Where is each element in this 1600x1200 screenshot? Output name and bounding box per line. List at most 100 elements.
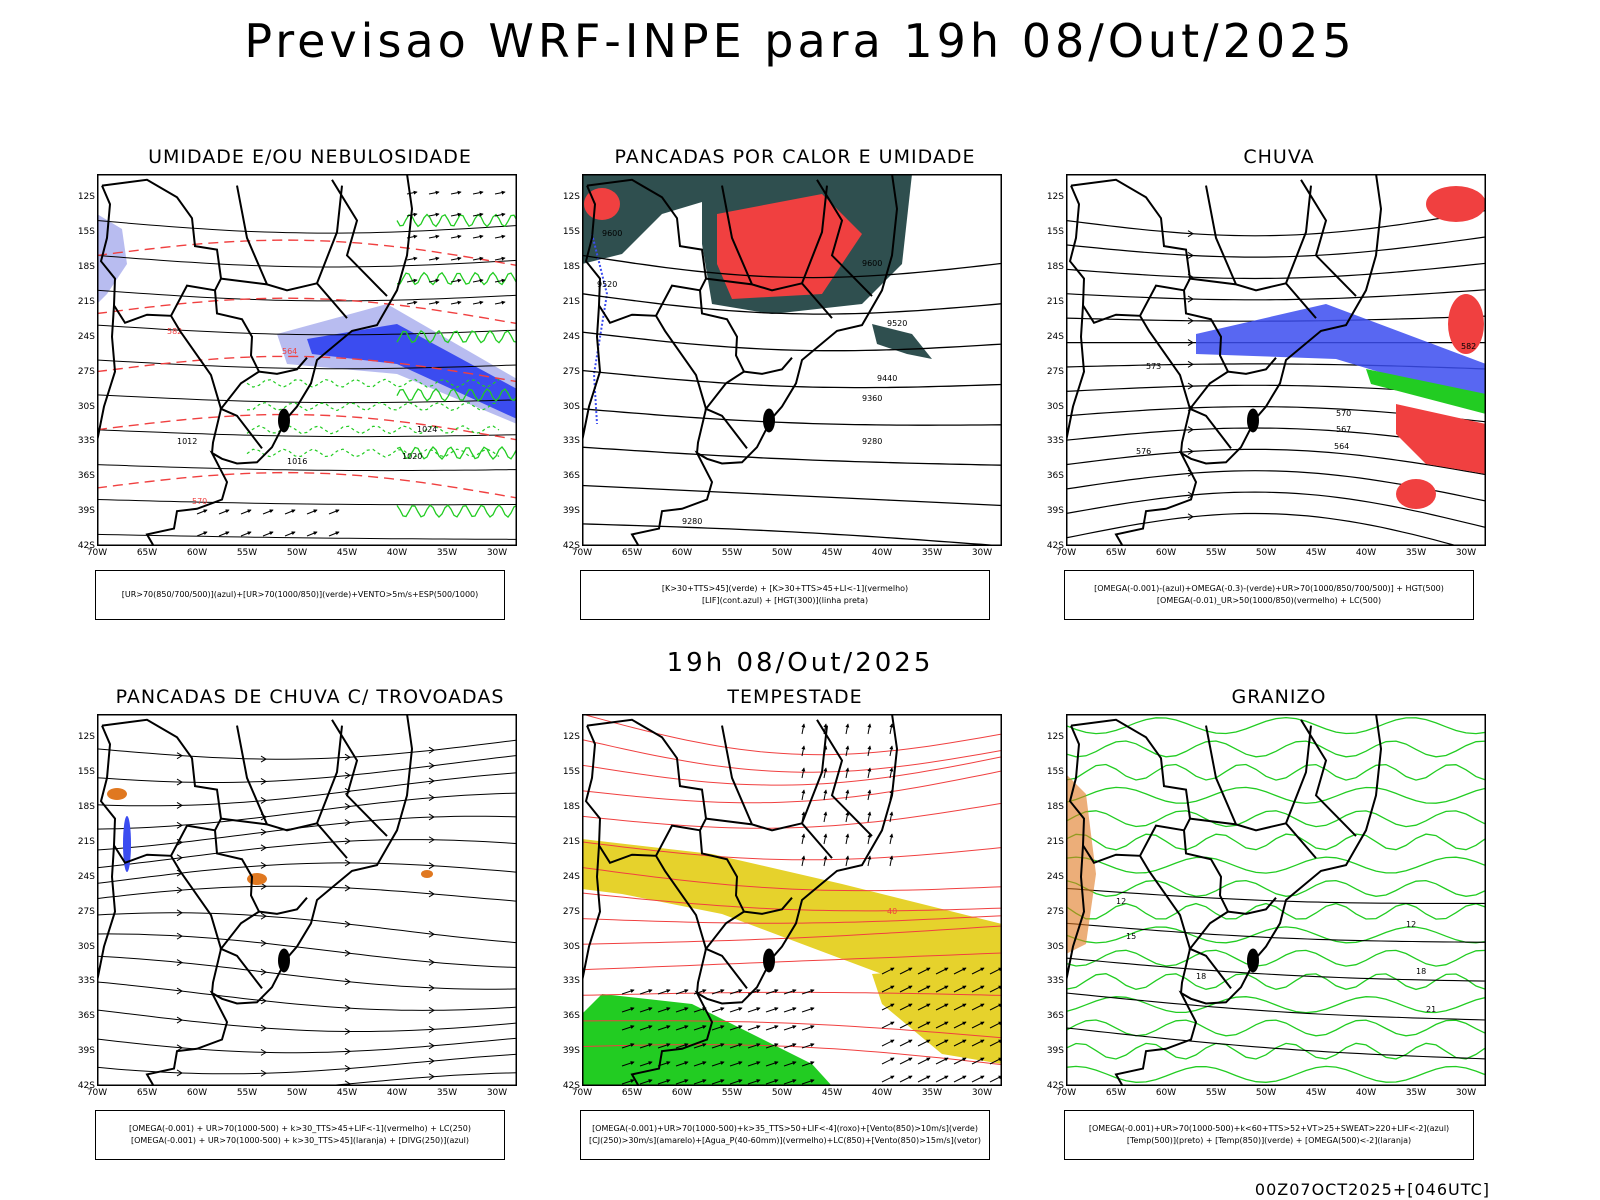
- contour-label: 15: [1126, 932, 1136, 941]
- lat-tick-label: 39S: [1046, 506, 1064, 517]
- wind-vector: [494, 234, 506, 239]
- wind-vector: [971, 1039, 985, 1047]
- lon-tick-label: 35W: [436, 1088, 458, 1098]
- wind-vector: [306, 509, 318, 515]
- lat-tick-label: 21S: [1046, 296, 1064, 307]
- country-border: [101, 718, 263, 990]
- wind-vector: [428, 256, 440, 261]
- lat-tick-label: 18S: [77, 262, 95, 272]
- panel-pancadas-calor: PANCADAS POR CALOR E UMIDADE 12S 15S 18S 21S…: [560, 146, 1030, 626]
- east-coastline: [630, 174, 899, 546]
- map-border: [1066, 174, 1486, 546]
- streamline-arrow: [428, 746, 435, 754]
- latitude-axis: 12S 15S 18S 21S 24S 27S 30S 33S 36S 39S 42S: [1044, 714, 1064, 1091]
- country-border: [816, 179, 873, 297]
- lon-tick-label: 65W: [621, 548, 643, 558]
- temp-850-contour: [1066, 949, 1486, 967]
- contour-label: 18: [1196, 972, 1206, 981]
- wind-vector: [450, 256, 462, 261]
- wind-vector: [867, 855, 872, 867]
- wind-vector: [953, 1039, 967, 1047]
- wind-vector: [881, 1039, 895, 1047]
- wind-vector: [899, 1075, 913, 1083]
- wind-vector: [406, 190, 418, 195]
- lat-tick-label: 30S: [1046, 401, 1064, 412]
- wind-vector: [881, 1057, 895, 1065]
- lon-tick-label: 60W: [186, 548, 208, 558]
- country-border: [258, 357, 308, 375]
- wind-vector: [823, 833, 828, 845]
- wind-vector: [889, 855, 894, 867]
- thunderstorm-area-orange: [107, 788, 127, 800]
- wind-vector: [971, 985, 985, 993]
- contour-label: 21: [1426, 1005, 1436, 1014]
- wind-vector: [989, 1003, 1002, 1011]
- wind-vector: [765, 1061, 779, 1067]
- wind-vector: [889, 723, 894, 735]
- wind-vector: [472, 212, 484, 217]
- wind-vector: [917, 1039, 931, 1047]
- panel-title: UMIDADE E/OU NEBULOSIDADE: [148, 146, 472, 168]
- temp-500-contour: [1066, 922, 1486, 943]
- wind-vector: [328, 509, 340, 515]
- lon-tick-label: 40W: [871, 1088, 893, 1098]
- map-border: [582, 174, 1002, 546]
- wind-vector: [747, 1025, 761, 1031]
- streamline-arrow: [344, 859, 351, 867]
- streamline-arrow: [428, 1073, 435, 1081]
- contour-label: 564: [1334, 442, 1349, 451]
- lat-tick-label: 15S: [77, 227, 95, 238]
- instability-area-red: [584, 188, 620, 220]
- rain-area-red: [1426, 186, 1486, 222]
- country-border: [99, 725, 222, 950]
- wind-vector: [935, 1075, 949, 1083]
- streamline-arrow: [176, 932, 183, 940]
- wind-vector: [240, 531, 252, 537]
- country-border: [655, 284, 701, 317]
- streamline-arrow: [1187, 513, 1194, 521]
- streamline-arrow: [176, 778, 183, 786]
- streamline-arrow: [428, 1042, 435, 1050]
- lat-tick-label: 30S: [562, 941, 580, 952]
- wind-vector: [621, 1043, 635, 1049]
- wind-vector: [845, 855, 850, 867]
- lon-tick-label: 40W: [386, 548, 408, 558]
- low-level-humidity: [396, 387, 517, 402]
- streamline-arrow: [428, 794, 435, 802]
- pressure-contour: [97, 464, 517, 472]
- temp-850-contour: [1066, 763, 1486, 781]
- contour-label: 1016: [287, 457, 307, 466]
- lat-tick-label: 33S: [77, 436, 95, 447]
- streamline-arrow: [428, 862, 435, 870]
- height-contour: [582, 408, 1002, 426]
- wind-vector: [953, 1057, 967, 1065]
- lon-tick-label: 45W: [1305, 548, 1327, 558]
- map-border: [582, 714, 1002, 1086]
- country-border: [236, 725, 268, 825]
- contour-label: 12: [1406, 920, 1416, 929]
- wind-vector: [711, 1079, 725, 1085]
- wind-vector: [406, 278, 418, 283]
- precipitable-water-contour: [582, 952, 1002, 971]
- wind-vector: [801, 833, 806, 845]
- lat-tick-label: 27S: [77, 906, 95, 917]
- rain-area-red: [1396, 479, 1436, 509]
- wind-vector: [989, 1057, 1002, 1065]
- wind-vector: [881, 967, 895, 975]
- streamline-arrow: [260, 1024, 267, 1032]
- lon-tick-label: 55W: [236, 1088, 258, 1098]
- lat-tick-label: 12S: [1046, 192, 1064, 203]
- lagoon: [278, 408, 290, 433]
- wind-vector: [917, 1021, 931, 1029]
- wind-vector: [801, 745, 806, 757]
- wind-vector: [494, 190, 506, 195]
- wind-vector: [240, 509, 252, 515]
- lon-tick-label: 60W: [1155, 1088, 1177, 1098]
- wind-vector: [881, 1003, 895, 1011]
- lat-tick-label: 36S: [562, 1011, 580, 1022]
- wind-vector: [218, 531, 230, 537]
- wind-vector: [867, 811, 872, 823]
- streamline: [97, 1009, 517, 1032]
- wind-vector: [917, 1075, 931, 1083]
- wind-vector: [783, 989, 797, 995]
